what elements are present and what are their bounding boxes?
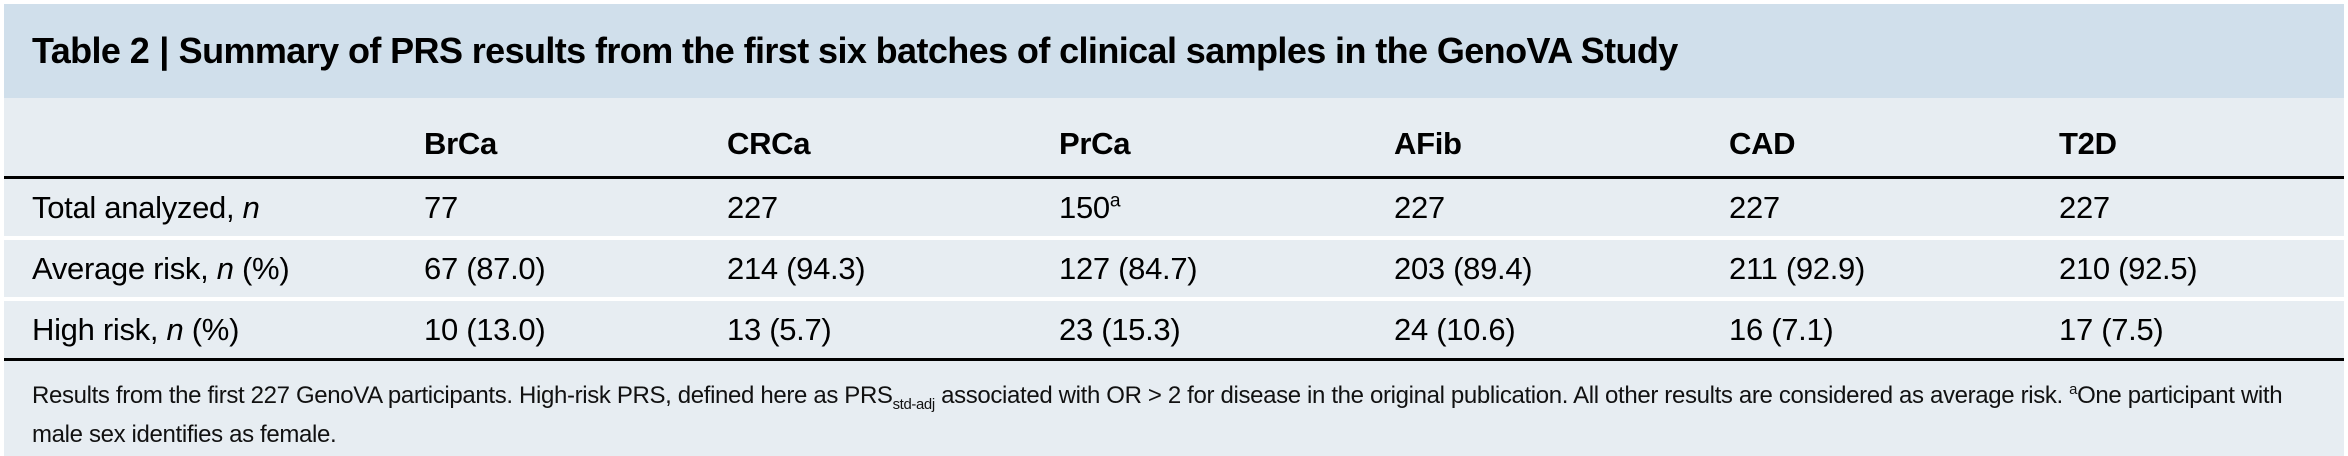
cell-value: 227 [727,189,778,225]
cell-average-prca: 127 (84.7) [1059,238,1394,301]
cell-value: 214 (94.3) [727,250,866,286]
title-divider: | [159,30,169,71]
cell-high-t2d: 17 (7.5) [2059,299,2344,361]
column-header-afib: AFib [1394,98,1729,179]
table-body: Total analyzed, n 77 227 150a 227 227 22… [4,177,2344,361]
column-header-prca: PrCa [1059,98,1394,179]
footnote-superscript-a: a [2069,382,2078,398]
row-label-average-risk: Average risk, n (%) [4,238,424,301]
footnote-text: One participant with male sex identifies… [32,382,2283,448]
cell-high-prca: 23 (15.3) [1059,299,1394,361]
column-header-crca: CRCa [727,98,1059,179]
row-label-high-risk: High risk, n (%) [4,299,424,361]
table-number: Table 2 [32,30,150,71]
cell-average-brca: 67 (87.0) [424,238,727,301]
cell-value: 13 (5.7) [727,311,832,347]
cell-value: 17 (7.5) [2059,311,2164,347]
cell-value: 227 [1729,189,1780,225]
row-label-text: Total analyzed, [32,189,243,225]
cell-average-cad: 211 (92.9) [1729,238,2059,301]
column-header-t2d: T2D [2059,98,2344,179]
cell-average-t2d: 210 (92.5) [2059,238,2344,301]
header-row: BrCa CRCa PrCa AFib CAD T2D [4,98,2344,179]
row-label-text: High risk, [32,311,167,347]
table-title-band: Table 2 | Summary of PRS results from th… [4,4,2344,98]
cell-value: 127 (84.7) [1059,250,1198,286]
cell-total-crca: 227 [727,177,1059,240]
footnote-text: associated with OR > 2 for disease in th… [934,382,2070,409]
cell-value: 24 (10.6) [1394,311,1516,347]
cell-high-brca: 10 (13.0) [424,299,727,361]
cell-value: 227 [2059,189,2110,225]
row-label-suffix: (%) [183,311,240,347]
cell-total-afib: 227 [1394,177,1729,240]
cell-value: 77 [424,189,458,225]
cell-value: 67 (87.0) [424,250,546,286]
table-footnote: Results from the first 227 GenoVA partic… [32,377,2314,455]
cell-high-cad: 16 (7.1) [1729,299,2059,361]
cell-value: 150 [1059,189,1110,225]
row-label-suffix: (%) [233,250,290,286]
prs-results-table: BrCa CRCa PrCa AFib CAD T2D Total analyz… [4,98,2344,361]
row-label-n-italic: n [242,189,260,225]
table-title-text: Summary of PRS results from the first si… [178,30,1679,71]
column-header-cad: CAD [1729,98,2059,179]
table-sheet: Table 2 | Summary of PRS results from th… [4,4,2344,456]
footnote-text: Results from the first 227 GenoVA partic… [32,382,893,409]
table-row-high-risk: High risk, n (%) 10 (13.0) 13 (5.7) 23 (… [4,299,2344,361]
row-label-n-italic: n [216,250,234,286]
table-row-total-analyzed: Total analyzed, n 77 227 150a 227 227 22… [4,177,2344,240]
cell-value: 10 (13.0) [424,311,546,347]
column-header-brca: BrCa [424,98,727,179]
cell-total-prca: 150a [1059,177,1394,240]
table-footnote-band: Results from the first 227 GenoVA partic… [4,361,2344,456]
cell-value: 203 (89.4) [1394,250,1533,286]
column-header-empty [4,98,424,179]
row-label-text: Average risk, [32,250,217,286]
cell-value: 23 (15.3) [1059,311,1181,347]
cell-high-afib: 24 (10.6) [1394,299,1729,361]
cell-value: 16 (7.1) [1729,311,1834,347]
cell-total-brca: 77 [424,177,727,240]
cell-value: 211 (92.9) [1729,250,1866,286]
cell-average-crca: 214 (94.3) [727,238,1059,301]
cell-high-crca: 13 (5.7) [727,299,1059,361]
row-label-n-italic: n [166,311,184,347]
footnote-marker-sup: a [1109,190,1121,212]
table-header: BrCa CRCa PrCa AFib CAD T2D [4,98,2344,179]
cell-total-t2d: 227 [2059,177,2344,240]
footnote-subscript-std-adj: std-adj [892,396,936,413]
table-row-average-risk: Average risk, n (%) 67 (87.0) 214 (94.3)… [4,238,2344,301]
row-label-total-analyzed: Total analyzed, n [4,177,424,240]
cell-value: 210 (92.5) [2059,250,2198,286]
cell-average-afib: 203 (89.4) [1394,238,1729,301]
cell-value: 227 [1394,189,1445,225]
cell-total-cad: 227 [1729,177,2059,240]
